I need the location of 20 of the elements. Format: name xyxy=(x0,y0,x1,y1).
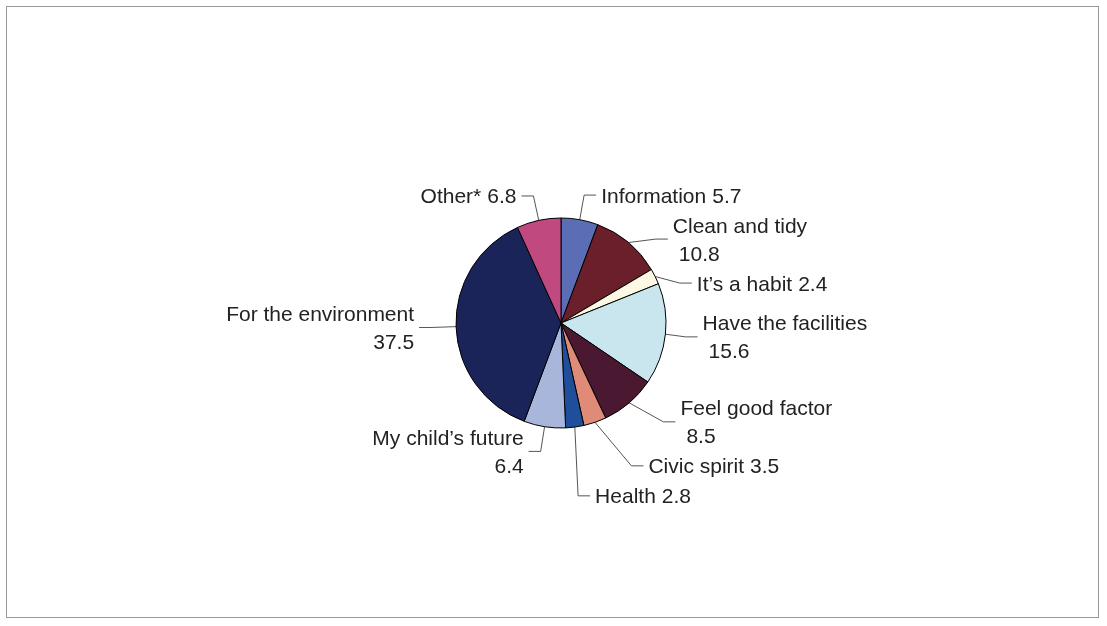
data-label: 2.4 xyxy=(798,271,828,295)
data-label: 3.5 xyxy=(750,454,780,478)
data-label: 37.5 xyxy=(373,329,415,353)
slice-label: Have the facilities xyxy=(702,311,868,335)
slice-label: Clean and tidy xyxy=(672,213,808,237)
data-label: 15.6 xyxy=(708,339,750,363)
slice-label: My child’s future xyxy=(372,425,524,449)
slice-label: Other* xyxy=(420,184,482,208)
slice-label: It’s a habit xyxy=(696,271,793,295)
data-label: 5.7 xyxy=(712,183,742,207)
slice-label: For the environment xyxy=(226,301,415,325)
slice-label: Feel good factor xyxy=(680,396,833,420)
slice-label: Health xyxy=(595,484,656,508)
data-label: 2.8 xyxy=(661,484,692,508)
data-label: 10.8 xyxy=(678,241,720,265)
slice-label: Civic spirit xyxy=(648,454,745,478)
data-label: 6.4 xyxy=(494,453,524,477)
slice-label: Information xyxy=(601,183,707,207)
data-label: 6.8 xyxy=(487,184,517,208)
data-label: 8.5 xyxy=(686,424,716,448)
